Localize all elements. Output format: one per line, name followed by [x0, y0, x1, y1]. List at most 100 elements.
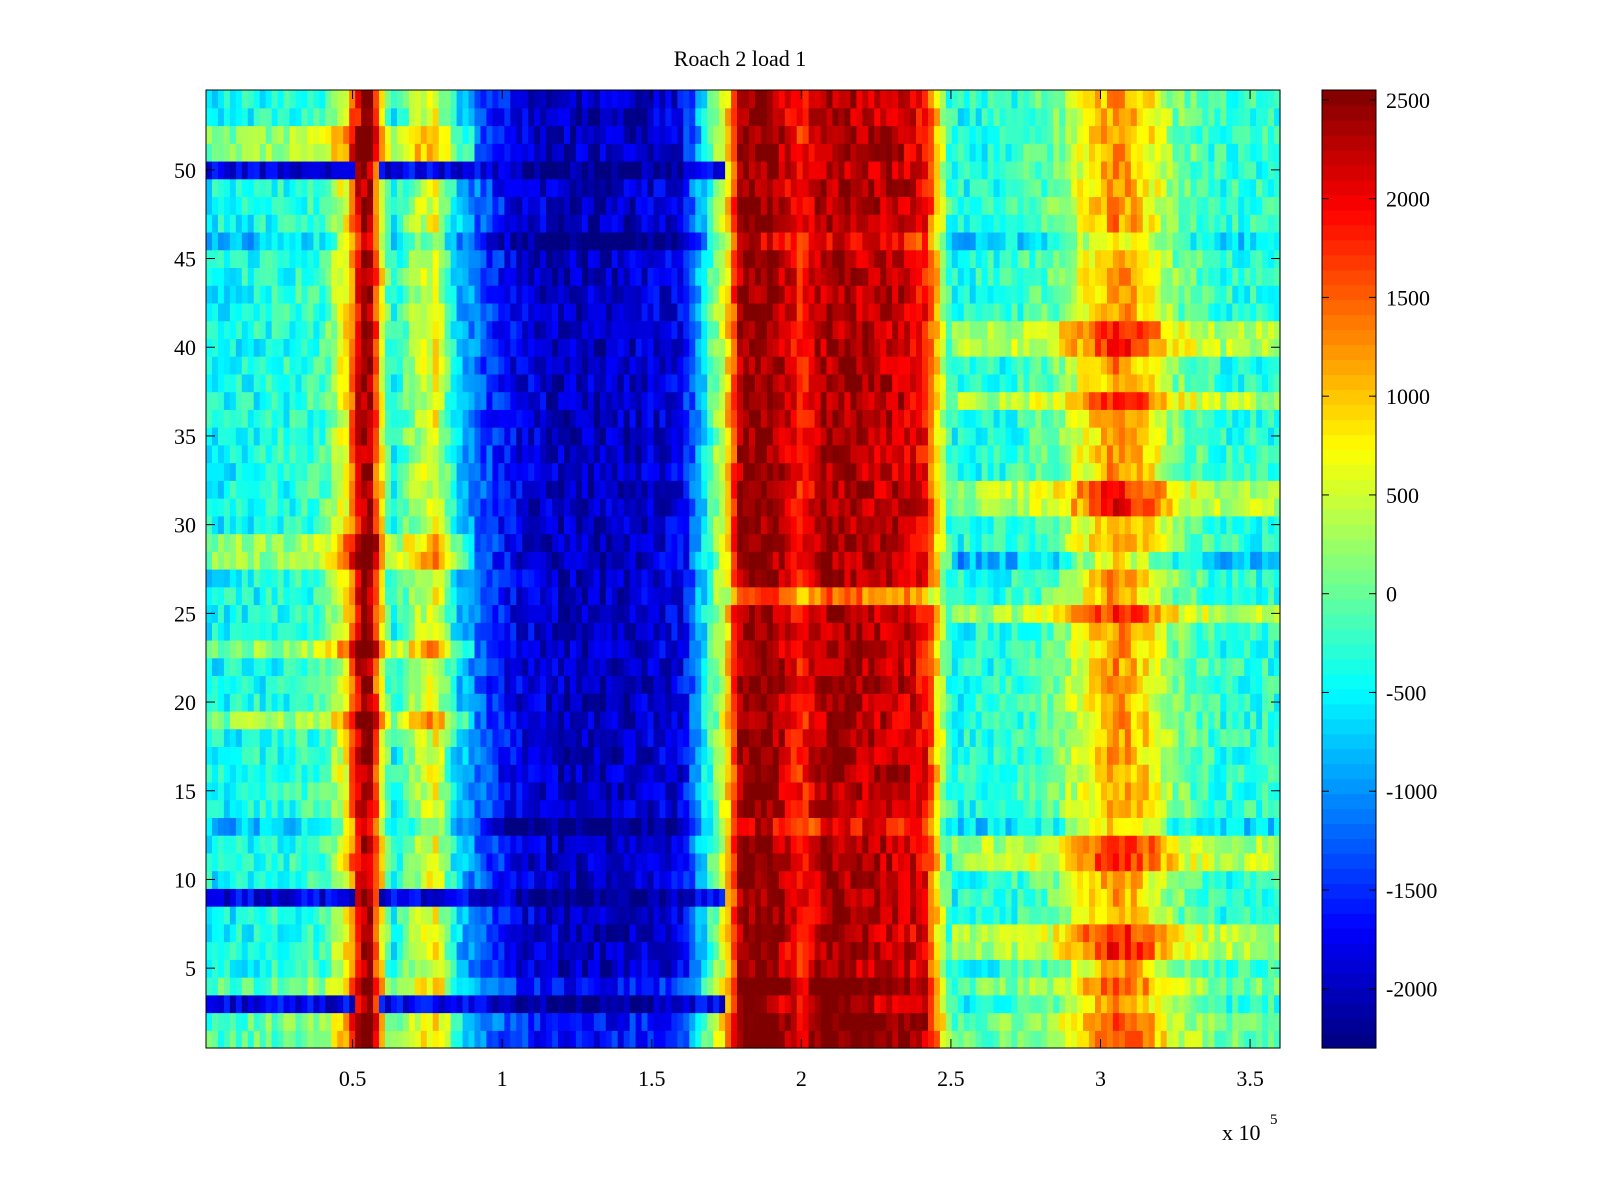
heatmap-cell [498, 604, 505, 623]
heatmap-cell [731, 622, 738, 641]
heatmap-cell [599, 906, 607, 925]
heatmap-cell [1250, 657, 1257, 677]
heatmap-cell [814, 551, 822, 570]
heatmap-cell [772, 551, 780, 570]
heatmap-cell [1178, 604, 1186, 623]
heatmap-cell [211, 817, 219, 836]
heatmap-cell [546, 799, 553, 818]
heatmap-cell [504, 994, 511, 1014]
heatmap-cell [629, 746, 637, 765]
heatmap-cell [379, 1012, 386, 1031]
heatmap-cell [939, 923, 947, 943]
heatmap-cell [689, 569, 696, 588]
heatmap-cell [295, 959, 303, 978]
heatmap-cell [677, 728, 684, 748]
heatmap-cell [1154, 977, 1162, 996]
heatmap-cell [575, 728, 583, 748]
heatmap-cell [1035, 870, 1042, 889]
heatmap-cell [892, 764, 899, 783]
heatmap-cell [904, 959, 911, 978]
heatmap-cell [438, 959, 446, 978]
heatmap-cell [993, 693, 1001, 712]
heatmap-cell [498, 675, 505, 694]
heatmap-cell [420, 586, 428, 606]
heatmap-cell [1053, 781, 1060, 801]
heatmap-cell [826, 799, 834, 818]
heatmap-cell [641, 728, 649, 748]
heatmap-cell [385, 870, 392, 889]
heatmap-cell [438, 639, 446, 659]
heatmap-cell [1226, 870, 1233, 889]
heatmap-cell [1095, 888, 1102, 907]
heatmap-cell [1059, 959, 1066, 978]
heatmap-cell [993, 675, 1001, 694]
heatmap-cell [1101, 817, 1108, 836]
heatmap-cell [695, 906, 702, 925]
heatmap-cell [587, 551, 595, 570]
heatmap-cell [1184, 710, 1192, 730]
heatmap-cell [295, 870, 303, 889]
heatmap-cell [1220, 923, 1227, 943]
heatmap-cell [504, 657, 511, 677]
heatmap-cell [737, 799, 744, 818]
heatmap-cell [754, 604, 762, 623]
heatmap-cell [695, 639, 702, 659]
heatmap-cell [754, 657, 762, 677]
heatmap-cell [1106, 622, 1114, 641]
heatmap-cell [599, 799, 607, 818]
heatmap-cell [927, 622, 935, 641]
heatmap-cell [671, 835, 678, 854]
heatmap-cell [1130, 569, 1138, 588]
heatmap-cell [474, 551, 482, 570]
heatmap-cell [528, 994, 535, 1014]
heatmap-cell [438, 710, 446, 730]
heatmap-cell [408, 764, 416, 783]
heatmap-cell [1196, 888, 1204, 907]
heatmap-cell [993, 888, 1001, 907]
heatmap-cell [611, 657, 619, 677]
heatmap-cell [814, 852, 822, 872]
heatmap-cell [331, 888, 338, 907]
heatmap-cell [223, 870, 231, 889]
heatmap-cell [868, 994, 875, 1014]
heatmap-cell [283, 870, 291, 889]
heatmap-cell [748, 764, 756, 783]
heatmap-cell [951, 870, 959, 889]
heatmap-cell [802, 710, 810, 730]
heatmap-cell [1130, 1012, 1138, 1031]
heatmap-cell [623, 959, 631, 978]
heatmap-cell [569, 959, 577, 978]
heatmap-cell [808, 675, 816, 694]
heatmap-cell [259, 959, 267, 978]
heatmap-cell [993, 586, 1001, 606]
heatmap-cell [725, 959, 732, 978]
heatmap-cell [516, 604, 523, 623]
heatmap-cell [784, 781, 792, 801]
heatmap-cell [725, 675, 732, 694]
heatmap-cell [1065, 622, 1072, 641]
heatmap-cell [1220, 799, 1227, 818]
heatmap-cell [1071, 1030, 1078, 1049]
heatmap-cell [1250, 923, 1257, 943]
heatmap-cell [713, 923, 720, 943]
heatmap-cell [647, 781, 655, 801]
heatmap-cell [462, 852, 470, 872]
heatmap-cell [611, 764, 619, 783]
heatmap-cell [552, 746, 559, 765]
heatmap-cell [892, 675, 899, 694]
heatmap-cell [1041, 710, 1048, 730]
heatmap-cell [217, 1012, 225, 1031]
heatmap-cell [933, 799, 941, 818]
heatmap-cell [456, 764, 464, 783]
heatmap-cell [1035, 799, 1042, 818]
heatmap-cell [1124, 923, 1132, 943]
heatmap-cell [587, 959, 595, 978]
heatmap-cell [677, 959, 684, 978]
heatmap-cell [468, 675, 476, 694]
heatmap-cell [289, 781, 297, 801]
heatmap-cell [1017, 622, 1025, 641]
heatmap-cell [1118, 586, 1126, 606]
heatmap-cell [647, 1012, 655, 1031]
heatmap-cell [707, 870, 714, 889]
heatmap-cell [689, 639, 696, 659]
